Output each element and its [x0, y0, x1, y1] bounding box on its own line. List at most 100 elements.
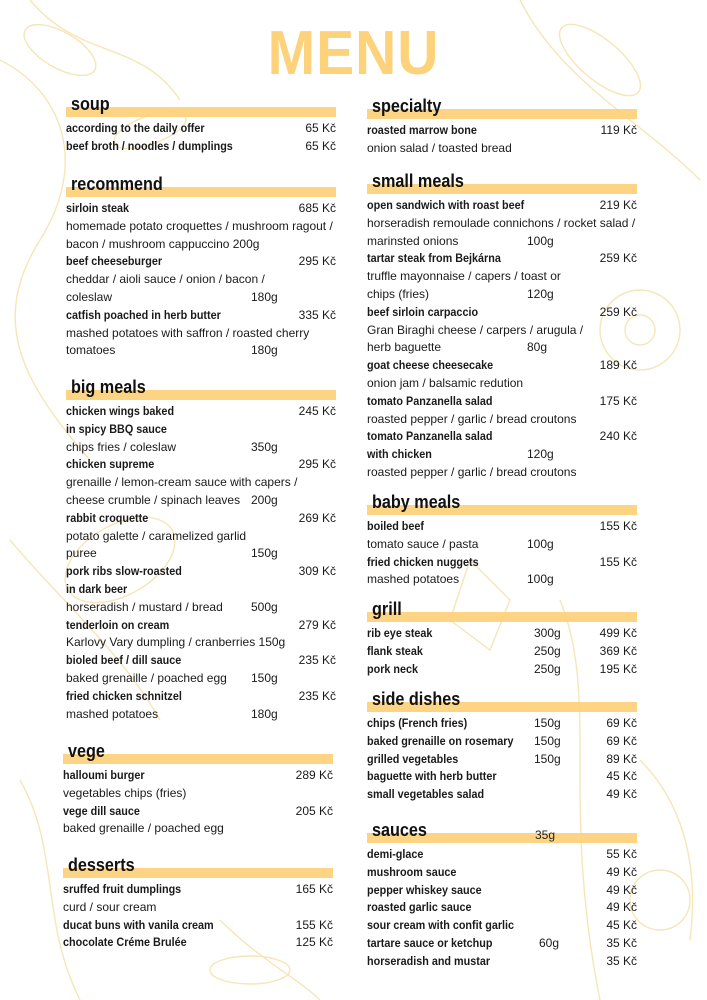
- menu-item-description: horseradish remoulade connichons / rocke…: [367, 215, 637, 233]
- item-name: chocolate Créme Brulée: [63, 935, 187, 950]
- item-price: 175 Kč: [599, 393, 637, 408]
- item-weight: 200g: [251, 492, 278, 507]
- item-price: 65 Kč: [305, 121, 336, 135]
- item-description: puree: [66, 546, 97, 561]
- section-baby: baby meals boiled beef 155 Kč tomato sauc…: [367, 492, 637, 589]
- item-price: 309 Kč: [298, 564, 336, 579]
- section-header: specialty: [367, 96, 637, 122]
- section-header-bar: [367, 702, 637, 712]
- menu-item: halloumi burger 289 Kč: [63, 767, 333, 785]
- menu-item: ducat buns with vanila cream 155 Kč: [63, 917, 333, 935]
- item-price: 205 Kč: [295, 803, 333, 818]
- menu-item: grilled vegetables 150g 89 Kč: [367, 751, 637, 769]
- item-name: bioled beef / dill sauce: [66, 653, 182, 668]
- item-description: vegetables chips (fries): [63, 785, 187, 800]
- menu-item-description: mashed potatoes 100g: [367, 571, 637, 589]
- menu-item: in spicy BBQ sauce: [66, 421, 336, 439]
- section-header: small meals: [367, 171, 637, 197]
- item-weight: 60g: [539, 935, 560, 950]
- item-name: tomato Panzanella salad: [367, 429, 493, 444]
- menu-item-description: roasted pepper / garlic / bread croutons: [367, 464, 637, 482]
- menu-item: flank steak 250g 369 Kč: [367, 643, 637, 661]
- menu-item: sour cream with confit garlic 45 Kč: [367, 917, 637, 935]
- menu-item: chicken wings baked 245 Kč: [66, 403, 336, 421]
- item-price: 189 Kč: [599, 358, 637, 373]
- menu-item: bioled beef / dill sauce 235 Kč: [66, 652, 336, 670]
- section-header-bar: [66, 107, 336, 117]
- section-title: sauces: [372, 820, 427, 840]
- section-header: recommend: [66, 174, 336, 200]
- item-name: rabbit croquette: [66, 510, 149, 525]
- item-weight: 150g: [251, 670, 278, 685]
- section-header-bar: [367, 505, 637, 515]
- menu-item-description: homemade potato croquettes / mushroom ra…: [66, 218, 336, 236]
- item-name: pork neck: [367, 661, 419, 676]
- item-weight: 150g: [534, 733, 561, 748]
- menu-item: baked grenaille on rosemary 150g 69 Kč: [367, 733, 637, 751]
- item-name: open sandwich with roast beef: [367, 198, 525, 212]
- item-name: baguette with herb butter: [367, 769, 497, 784]
- item-description: horseradish / mustard / bread: [66, 599, 223, 614]
- section-title: grill: [372, 599, 402, 619]
- menu-item: in dark beer: [66, 581, 336, 599]
- item-name: chicken supreme: [66, 457, 155, 472]
- item-price: 219 Kč: [599, 198, 637, 212]
- menu-item-description: marinsted onions 100g: [367, 233, 637, 251]
- item-description: baked grenaille / poached egg: [63, 821, 224, 836]
- item-weight: 180g: [251, 289, 278, 304]
- item-price: 45 Kč: [606, 918, 637, 933]
- item-price: 289 Kč: [295, 768, 333, 782]
- section-title: recommend: [71, 174, 163, 194]
- menu-item: fried chicken nuggets 155 Kč: [367, 554, 637, 572]
- item-name: pepper whiskey sauce: [367, 882, 482, 897]
- menu-item-description: onion jam / balsamic redution: [367, 375, 637, 393]
- menu-item: pepper whiskey sauce 49 Kč: [367, 882, 637, 900]
- item-price: 55 Kč: [606, 847, 637, 861]
- section-sauces: sauces 35g demi-glace 55 Kč mushroom sauce…: [367, 820, 637, 971]
- item-description: Gran Biraghi cheese / carpers / arugula …: [367, 322, 584, 337]
- item-name: chicken wings baked: [66, 404, 175, 418]
- item-name: sruffed fruit dumplings: [63, 882, 182, 896]
- item-description: mashed potatoes with saffron / roasted c…: [66, 325, 310, 340]
- menu-item: goat cheese cheesecake 189 Kč: [367, 357, 637, 375]
- item-description: baked grenaille / poached egg: [66, 670, 227, 685]
- section-header-bar: [63, 754, 333, 764]
- item-price: 195 Kč: [599, 661, 637, 676]
- item-description: truffle mayonnaise / capers / toast or: [367, 269, 561, 284]
- section-header-bar: [367, 612, 637, 622]
- menu-item-description: potato galette / caramelized garlid: [66, 528, 336, 546]
- item-price: 369 Kč: [599, 643, 637, 658]
- item-price: 89 Kč: [606, 751, 637, 766]
- item-name: horseradish and mustar: [367, 953, 491, 968]
- section-soup: soup according to the daily offer 65 Kč b…: [66, 94, 336, 156]
- item-price: 155 Kč: [599, 519, 637, 533]
- item-weight: 350g: [251, 439, 278, 454]
- menu-item: beef broth / noodles / dumplings 65 Kč: [66, 138, 336, 156]
- menu-item: rabbit croquette 269 Kč: [66, 510, 336, 528]
- menu-item-description: herb baguette 80g: [367, 339, 637, 357]
- menu-item: pork ribs slow-roasted 309 Kč: [66, 563, 336, 581]
- item-name: roasted marrow bone: [367, 123, 477, 137]
- item-name: ducat buns with vanila cream: [63, 917, 214, 932]
- menu-item: tenderloin on cream 279 Kč: [66, 617, 336, 635]
- section-header-bar: [63, 868, 333, 878]
- section-header-bar: [367, 184, 637, 194]
- menu-item: tomato Panzanella salad 240 Kč: [367, 428, 637, 446]
- menu-item-description: chips fries / coleslaw 350g: [66, 439, 336, 457]
- item-description: horseradish remoulade connichons / rocke…: [367, 215, 636, 230]
- item-description: tomato sauce / pasta: [367, 536, 479, 551]
- item-name: small vegetables salad: [367, 787, 485, 802]
- menu-item: beef cheeseburger 295 Kč: [66, 253, 336, 271]
- item-weight: 250g: [534, 643, 561, 658]
- item-weight: 180g: [251, 343, 278, 358]
- item-description: onion jam / balsamic redution: [367, 375, 524, 390]
- section-header: desserts: [63, 855, 333, 881]
- item-description: roasted pepper / garlic / bread croutons: [367, 411, 577, 426]
- menu-item: tartar steak from Bejkárna 259 Kč: [367, 250, 637, 268]
- item-description: tomatoes: [66, 343, 116, 358]
- item-weight: 120g: [527, 447, 554, 462]
- menu-item: vege dill sauce 205 Kč: [63, 803, 333, 821]
- item-description: Karlovy Vary dumpling / cranberries 150g: [66, 635, 286, 650]
- menu-item: catfish poached in herb butter 335 Kč: [66, 307, 336, 325]
- menu-item-description: cheese crumble / spinach leaves 200g: [66, 492, 336, 510]
